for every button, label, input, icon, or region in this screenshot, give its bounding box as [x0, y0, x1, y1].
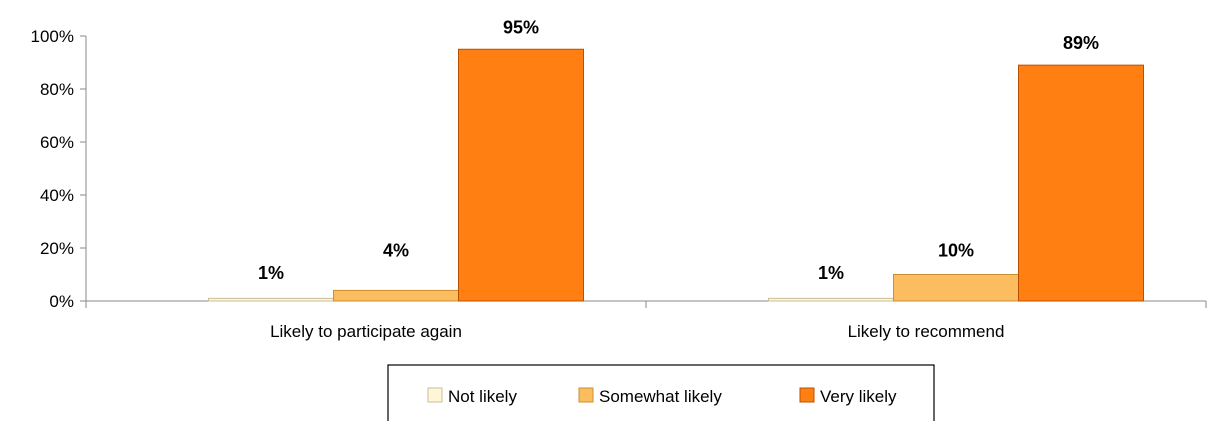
data-labels: 1% 4% 95% 1% 10% 89%	[258, 17, 1099, 283]
bar	[333, 289, 459, 302]
bar	[1018, 64, 1144, 302]
legend-label: Not likely	[448, 387, 517, 406]
legend-swatch	[799, 387, 815, 403]
x-axis: Likely to participate again Likely to rec…	[85, 300, 1207, 341]
y-tick-label: 60%	[40, 133, 74, 152]
y-axis: 0% 20% 40% 60% 80% 100%	[31, 27, 87, 311]
legend-label: Very likely	[820, 387, 897, 406]
legend-swatch	[578, 387, 594, 403]
legend: Not likely Somewhat likely Very likely	[387, 364, 935, 426]
data-label: 95%	[503, 17, 539, 37]
legend-box	[387, 364, 935, 426]
legend-label: Somewhat likely	[599, 387, 722, 406]
data-label: 89%	[1063, 33, 1099, 53]
data-label: 4%	[383, 241, 409, 261]
bars	[208, 48, 1144, 302]
y-tick-label: 20%	[40, 239, 74, 258]
y-tick-label: 40%	[40, 186, 74, 205]
bar	[768, 297, 894, 302]
y-tick-label: 0%	[49, 292, 74, 311]
x-category-label: Likely to recommend	[848, 322, 1005, 341]
y-tick-label: 80%	[40, 80, 74, 99]
x-category-label: Likely to participate again	[270, 322, 462, 341]
data-label: 10%	[938, 241, 974, 261]
y-tick-label: 100%	[31, 27, 74, 46]
data-label: 1%	[258, 263, 284, 283]
bar	[893, 274, 1019, 302]
data-label: 1%	[818, 263, 844, 283]
bar	[208, 297, 334, 302]
legend-swatch	[427, 387, 443, 403]
bar	[458, 48, 584, 302]
